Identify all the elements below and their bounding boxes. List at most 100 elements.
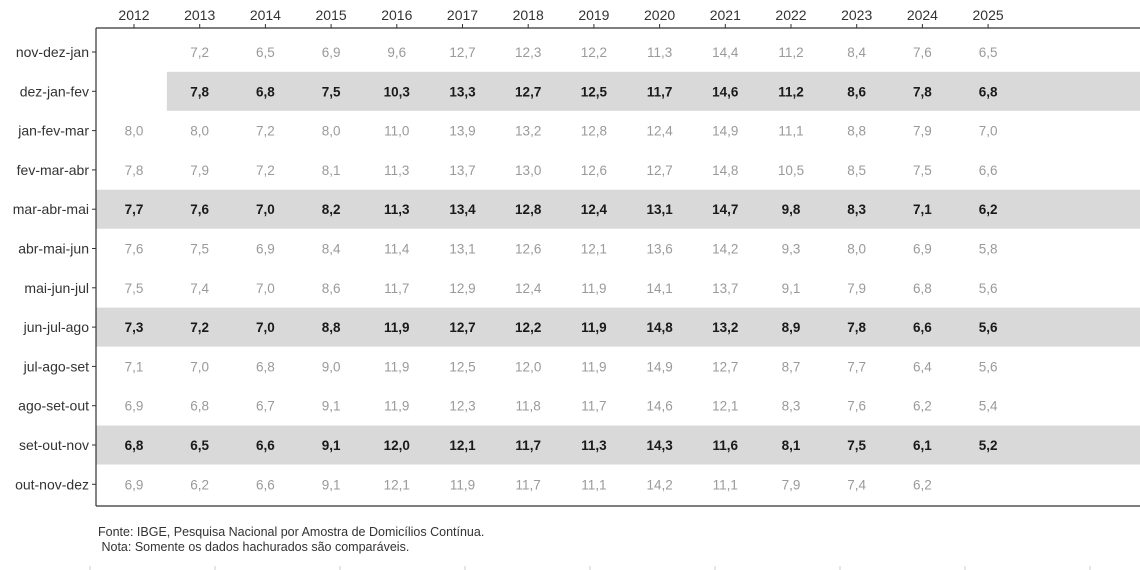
table-cell: 9,1 xyxy=(322,438,341,453)
row-label-nov-dez-jan: nov-dez-jan xyxy=(16,44,89,60)
table-cell: 6,1 xyxy=(913,438,932,453)
comparability-note: Nota: Somente os dados hachurados são co… xyxy=(98,540,410,554)
table-cell: 9,3 xyxy=(782,242,801,257)
table-cell: 7,3 xyxy=(125,320,144,335)
table-cell: 12,1 xyxy=(581,242,607,257)
table-cell: 6,2 xyxy=(913,477,932,492)
table-cell: 6,2 xyxy=(913,399,932,414)
table-cell: 11,4 xyxy=(384,242,410,257)
highlight-band xyxy=(96,425,1140,465)
table-cell: 11,7 xyxy=(516,477,541,492)
table-cell: 10,3 xyxy=(384,84,411,99)
table-cell: 12,6 xyxy=(581,163,607,178)
column-header-2014: 2014 xyxy=(250,7,281,23)
table-cell: 12,7 xyxy=(646,163,672,178)
highlight-band xyxy=(166,71,1140,111)
column-header-2018: 2018 xyxy=(513,7,544,23)
table-cell: 12,3 xyxy=(449,399,475,414)
table-cell: 8,3 xyxy=(782,399,801,414)
row-label-set-out-nov: set-out-nov xyxy=(19,437,89,453)
table-cell: 12,7 xyxy=(515,84,541,99)
table-cell: 11,7 xyxy=(647,84,673,99)
table-cell: 13,1 xyxy=(646,202,673,217)
source-note: Fonte: IBGE, Pesquisa Nacional por Amost… xyxy=(98,525,485,539)
table-cell: 11,7 xyxy=(384,281,409,296)
table-cell: 6,6 xyxy=(256,477,275,492)
table-cell: 8,6 xyxy=(322,281,341,296)
column-header-2020: 2020 xyxy=(644,7,675,23)
table-cell: 6,6 xyxy=(979,163,998,178)
table-cell: 7,6 xyxy=(913,45,932,60)
table-cell: 7,9 xyxy=(913,124,932,139)
table-cell: 7,8 xyxy=(125,163,144,178)
table-cell: 12,7 xyxy=(449,320,475,335)
table-cell: 14,2 xyxy=(646,477,672,492)
table-cell: 7,0 xyxy=(256,281,275,296)
row-label-ago-set-out: ago-set-out xyxy=(18,398,89,414)
table-cell: 6,4 xyxy=(913,359,932,374)
table-cell: 9,1 xyxy=(782,281,801,296)
table-cell: 11,8 xyxy=(516,399,541,414)
table-cell: 13,9 xyxy=(449,124,475,139)
table-cell: 12,1 xyxy=(384,477,410,492)
table-cell: 7,8 xyxy=(913,84,932,99)
table-cell: 13,2 xyxy=(712,320,738,335)
table-cell: 14,7 xyxy=(712,202,738,217)
table-cell: 7,6 xyxy=(125,242,144,257)
table-cell: 11,1 xyxy=(778,124,803,139)
table-cell: 7,1 xyxy=(913,202,932,217)
table-cell: 8,8 xyxy=(847,124,866,139)
table-cell: 8,0 xyxy=(322,124,341,139)
table-cell: 8,1 xyxy=(782,438,801,453)
table-cell: 12,2 xyxy=(515,320,541,335)
table-cell: 6,8 xyxy=(125,438,144,453)
table-cell: 12,7 xyxy=(449,45,475,60)
row-label-jan-fev-mar: jan-fev-mar xyxy=(17,123,89,139)
table-cell: 14,9 xyxy=(646,359,672,374)
table-cell: 11,7 xyxy=(581,399,606,414)
column-header-2015: 2015 xyxy=(316,7,347,23)
table-cell: 7,2 xyxy=(256,163,275,178)
table-cell: 12,6 xyxy=(515,242,541,257)
table-cell: 11,2 xyxy=(778,84,804,99)
table-cell: 14,1 xyxy=(646,281,672,296)
table-cell: 11,2 xyxy=(778,45,803,60)
table-cell: 5,4 xyxy=(979,399,998,414)
table-cell: 12,4 xyxy=(646,124,673,139)
table-cell: 7,0 xyxy=(256,202,275,217)
table-cell: 6,5 xyxy=(979,45,998,60)
table-cell: 11,9 xyxy=(581,281,606,296)
table-cell: 11,0 xyxy=(384,124,409,139)
table-cell: 6,8 xyxy=(256,359,275,374)
table-cell: 7,8 xyxy=(190,84,209,99)
table-cell: 14,9 xyxy=(712,124,738,139)
table-cell: 6,6 xyxy=(913,320,932,335)
table-cell: 7,2 xyxy=(190,45,209,60)
table-cell: 11,9 xyxy=(581,359,606,374)
table-cell: 12,1 xyxy=(449,438,476,453)
table-cell: 7,8 xyxy=(847,320,866,335)
row-label-fev-mar-abr: fev-mar-abr xyxy=(17,162,90,178)
column-header-2019: 2019 xyxy=(578,7,609,23)
table-cell: 7,2 xyxy=(190,320,209,335)
table-cell: 7,0 xyxy=(256,320,275,335)
column-header-2021: 2021 xyxy=(710,7,741,23)
table-cell: 12,8 xyxy=(515,202,542,217)
table-cell: 7,1 xyxy=(125,359,144,374)
column-header-2012: 2012 xyxy=(118,7,149,23)
table-cell: 10,5 xyxy=(778,163,804,178)
table-cell: 12,4 xyxy=(515,281,542,296)
table-cell: 9,8 xyxy=(782,202,801,217)
row-label-dez-jan-fev: dez-jan-fev xyxy=(20,83,89,99)
table-cell: 6,9 xyxy=(256,242,275,257)
table-cell: 14,2 xyxy=(712,242,738,257)
table-cell: 7,9 xyxy=(847,281,866,296)
table-cell: 11,3 xyxy=(647,45,672,60)
highlight-band xyxy=(96,189,1140,229)
table-cell: 8,7 xyxy=(782,359,801,374)
table-cell: 6,5 xyxy=(190,438,209,453)
table-cell: 14,6 xyxy=(712,84,739,99)
table-cell: 6,8 xyxy=(190,399,209,414)
table-cell: 7,5 xyxy=(322,84,341,99)
table-cell: 11,3 xyxy=(581,438,607,453)
